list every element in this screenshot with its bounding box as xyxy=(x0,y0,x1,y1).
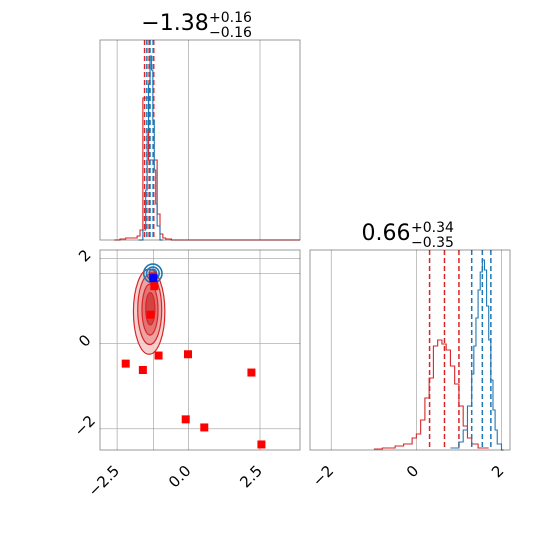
joint-x-tick-label: 0.0 xyxy=(165,462,195,492)
y-marginal-data xyxy=(373,250,504,451)
y-marginal-x-tick-label: 0 xyxy=(403,462,422,481)
x-marginal-frame xyxy=(99,39,301,241)
joint-red-square-marker xyxy=(247,368,256,377)
joint-panel: −2.5 0.0 2.5 −2 0 2 xyxy=(71,246,301,500)
joint-red-square-marker xyxy=(200,423,209,432)
y-marginal-hist-red xyxy=(373,339,489,450)
x-marginal-hist-red xyxy=(114,97,300,241)
joint-x-tick-labels: −2.5 0.0 2.5 xyxy=(85,462,266,500)
x-marginal-data xyxy=(114,40,300,241)
joint-red-square-marker xyxy=(121,359,130,368)
y-marginal-x-tick-label: −2 xyxy=(309,462,337,490)
joint-red-square-marker xyxy=(154,351,163,360)
joint-red-square-marker xyxy=(138,366,147,374)
joint-y-tick-label: 2 xyxy=(75,246,94,265)
joint-red-square-marker xyxy=(150,282,159,291)
joint-blue-square-marker xyxy=(149,274,158,283)
x-marginal-grid xyxy=(116,40,261,240)
x-marginal-title-main: −1.38 xyxy=(141,11,208,36)
y-marginal-x-tick-label: 2 xyxy=(488,462,507,481)
joint-red-square-marker xyxy=(257,440,266,449)
joint-red-contour xyxy=(145,291,156,326)
y-marginal-title-sup: +0.34 xyxy=(411,220,454,236)
joint-y-tick-labels: −2 0 2 xyxy=(71,246,99,440)
x-marginal-hist-blue xyxy=(138,55,163,241)
joint-x-tick-label: −2.5 xyxy=(85,462,123,500)
y-marginal-grid xyxy=(330,250,502,450)
y-marginal-frame xyxy=(309,249,511,451)
x-marginal-title-sub: −0.16 xyxy=(209,25,252,41)
joint-y-tick-label: −2 xyxy=(71,412,99,440)
joint-grid xyxy=(100,250,300,450)
y-marginal-panel: 0.66 +0.34 −0.35 −2 0 2 xyxy=(309,220,511,490)
y-marginal-title-main: 0.66 xyxy=(362,221,411,246)
y-marginal-title-sub: −0.35 xyxy=(411,235,454,251)
joint-data xyxy=(121,263,266,449)
joint-red-square-marker xyxy=(146,310,155,319)
y-marginal-x-tick-labels: −2 0 2 xyxy=(309,462,508,490)
x-marginal-title-sup: +0.16 xyxy=(209,10,252,26)
x-marginal-title: −1.38 xyxy=(141,11,208,36)
joint-y-tick-label: 0 xyxy=(75,331,94,350)
joint-red-square-marker xyxy=(184,350,192,359)
joint-red-square-marker xyxy=(181,415,190,424)
joint-x-tick-label: 2.5 xyxy=(236,462,266,492)
joint-frame xyxy=(99,249,301,451)
x-marginal-panel: −1.38 +0.16 −0.16 xyxy=(99,10,301,241)
